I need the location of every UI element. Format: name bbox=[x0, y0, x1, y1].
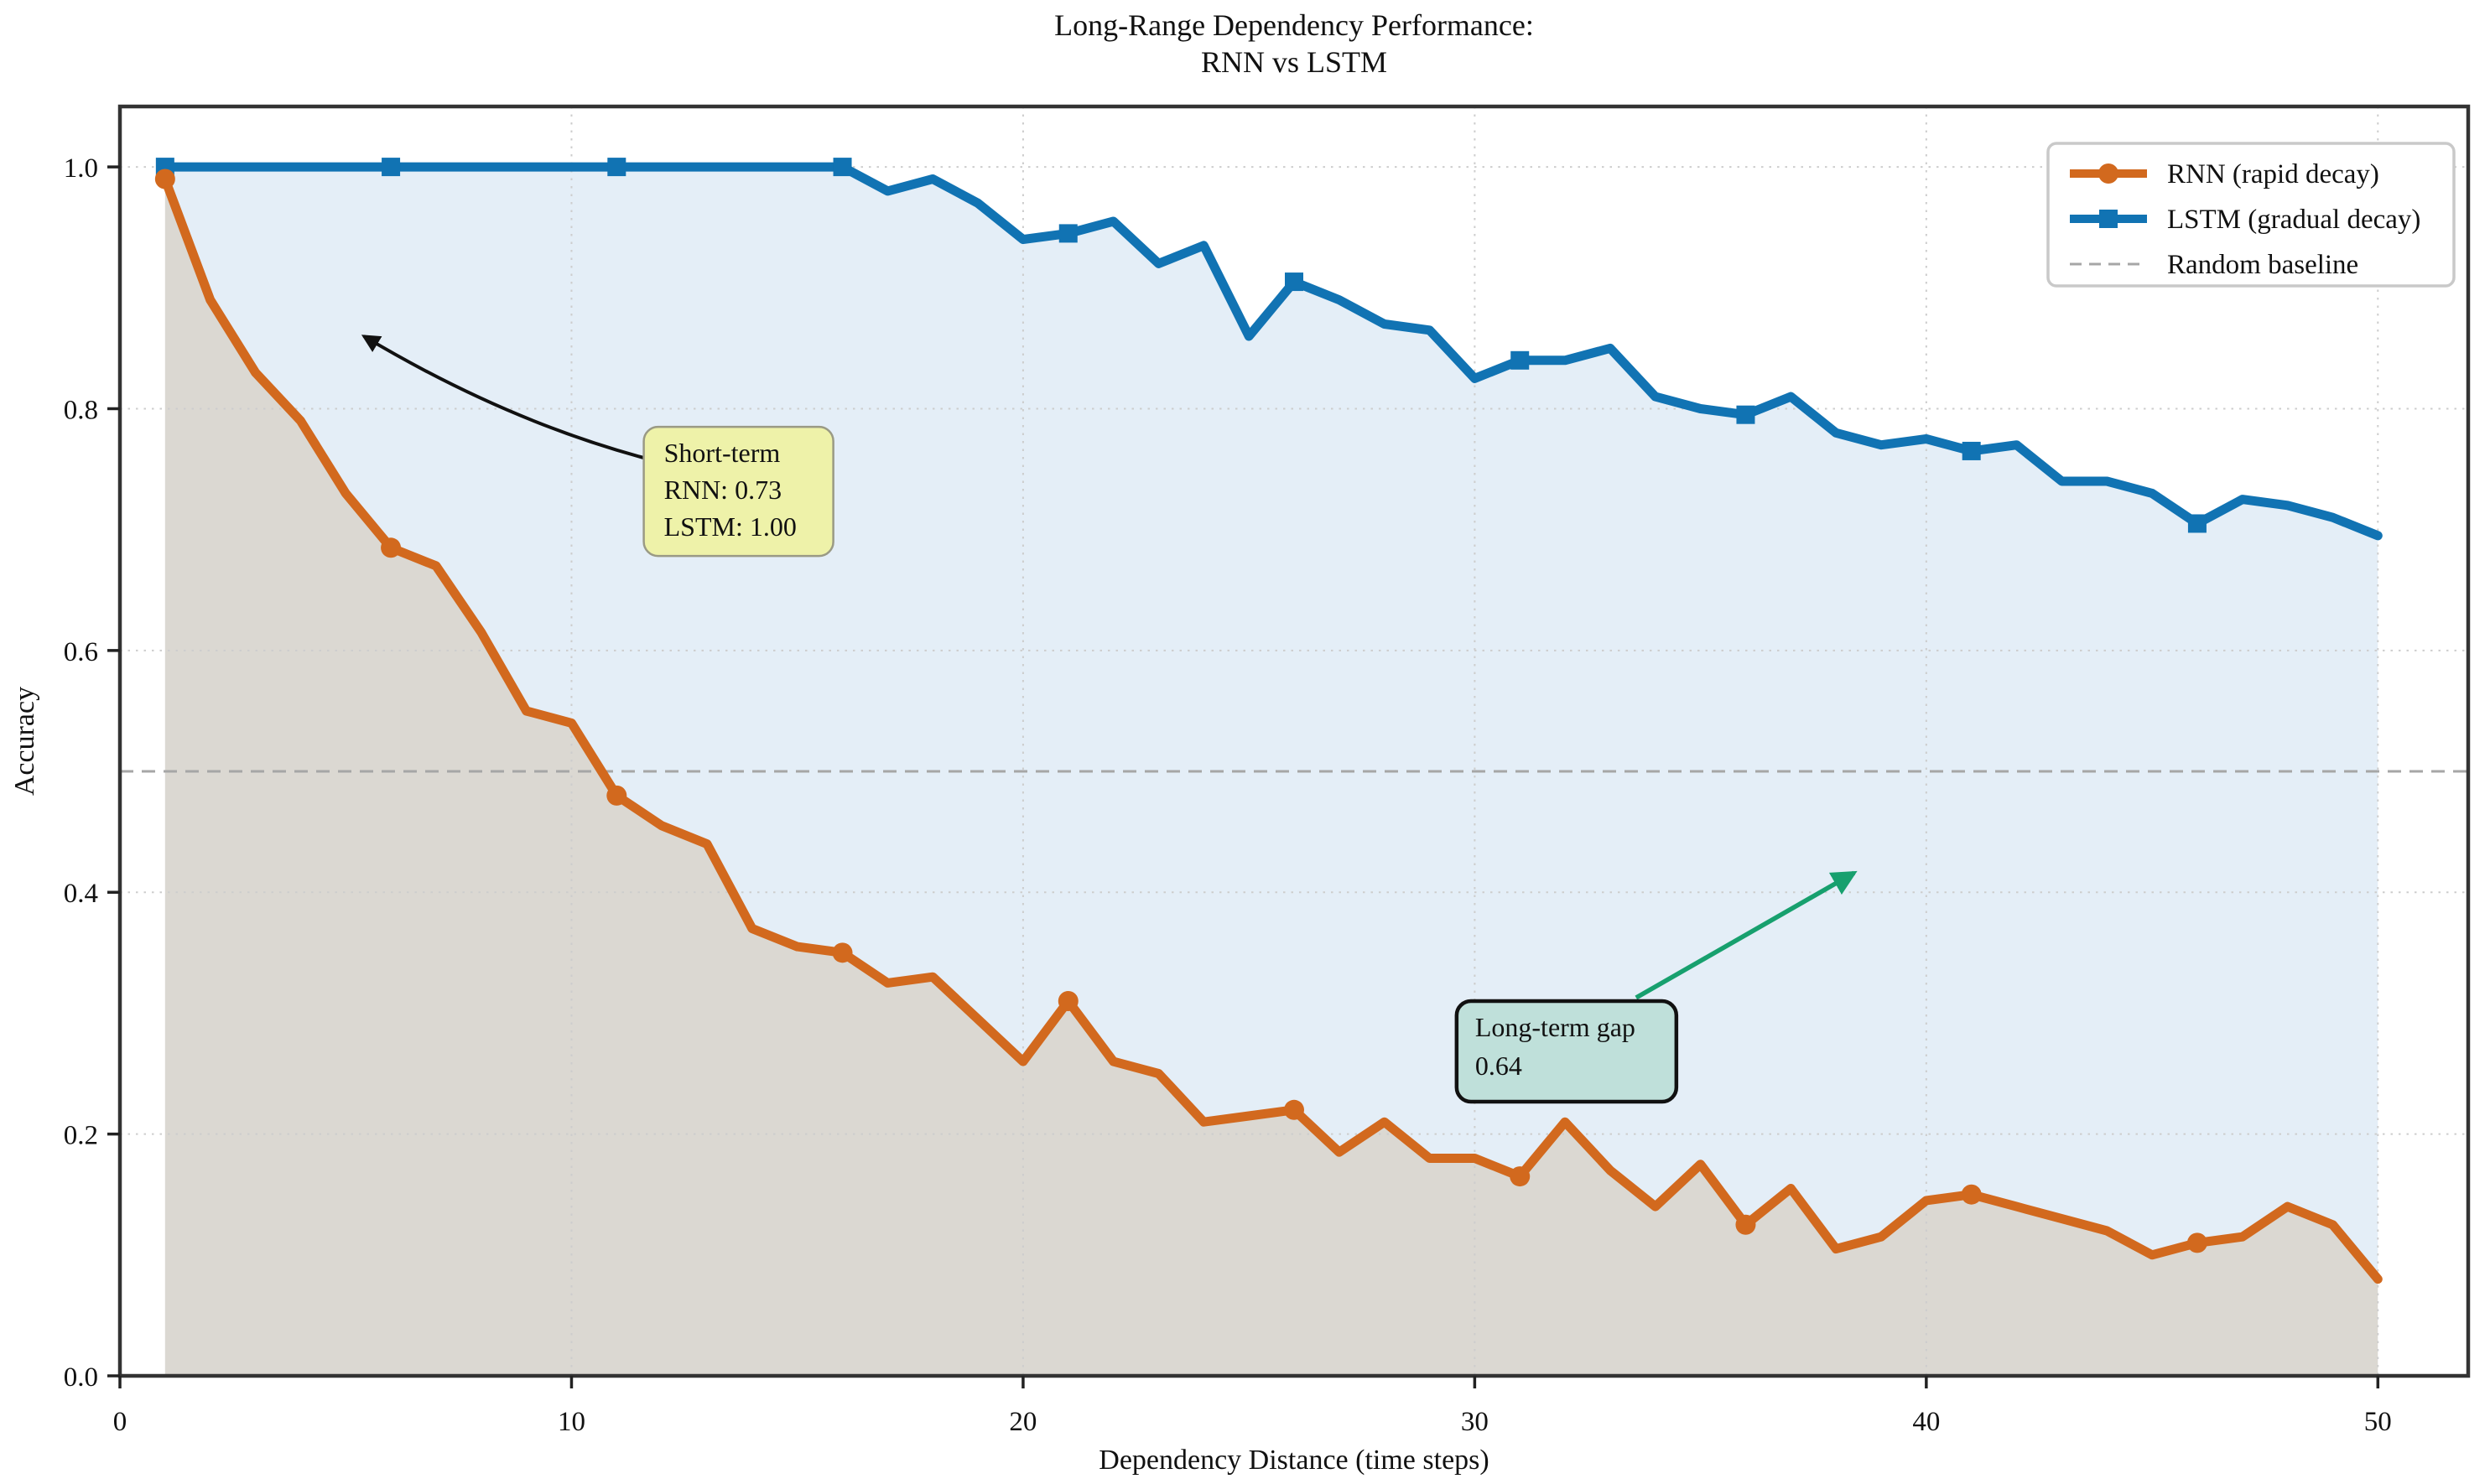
chart-title-line2: RNN vs LSTM bbox=[1201, 45, 1387, 79]
long-term-text-line: Long-term gap bbox=[1475, 1012, 1635, 1042]
y-tick-label: 1.0 bbox=[64, 153, 98, 184]
lstm-marker bbox=[607, 158, 626, 177]
short-term-text-line: LSTM: 1.00 bbox=[664, 511, 797, 542]
short-term-arrow bbox=[361, 335, 648, 461]
rnn-marker bbox=[1058, 991, 1079, 1012]
rnn-line bbox=[160, 174, 2383, 1284]
x-tick-label: 50 bbox=[2364, 1407, 2392, 1437]
rnn-marker bbox=[1961, 1184, 1982, 1205]
legend-square-marker-icon bbox=[2099, 210, 2118, 228]
lstm-line bbox=[160, 162, 2383, 541]
tick-labels: 0 10 20 30 40 50 0.0 0.2 0.4 0.6 0.8 1.0 bbox=[64, 153, 2392, 1437]
legend-item-rnn: RNN (rapid decay) bbox=[2070, 159, 2379, 189]
legend-item-lstm: LSTM (gradual decay) bbox=[2070, 205, 2420, 235]
series-lines bbox=[160, 162, 2383, 1284]
y-tick-label: 0.2 bbox=[64, 1121, 98, 1151]
lstm-marker bbox=[2187, 514, 2207, 533]
rnn-marker bbox=[1510, 1166, 1531, 1187]
x-tick-label: 30 bbox=[1461, 1407, 1489, 1437]
lstm-marker bbox=[1962, 441, 1981, 460]
legend-label: LSTM (gradual decay) bbox=[2167, 205, 2420, 235]
legend-label: Random baseline bbox=[2167, 250, 2358, 280]
y-tick-label: 0.8 bbox=[64, 395, 98, 425]
rnn-marker bbox=[1735, 1214, 1756, 1235]
fill-below-rnn bbox=[164, 179, 2378, 1376]
lstm-marker bbox=[833, 158, 852, 177]
legend-circle-marker-icon bbox=[2098, 163, 2118, 184]
lstm-marker bbox=[1058, 224, 1078, 243]
chart-title-line1: Long-Range Dependency Performance: bbox=[1054, 8, 1534, 42]
long-term-text-line: 0.64 bbox=[1475, 1051, 1522, 1081]
y-axis-label: Accuracy bbox=[9, 687, 40, 796]
long-term-box bbox=[1454, 999, 1679, 1104]
x-tick-label: 40 bbox=[1912, 1407, 1940, 1437]
rnn-marker bbox=[154, 169, 175, 189]
short-term-text-line: Short-term bbox=[664, 438, 781, 468]
short-term-box bbox=[642, 425, 834, 558]
long-term-arrow bbox=[1635, 870, 1858, 1000]
rnn-marker bbox=[381, 537, 402, 558]
x-axis-label: Dependency Distance (time steps) bbox=[1099, 1445, 1489, 1476]
lstm-marker bbox=[1510, 350, 1530, 370]
y-tick-label: 0.4 bbox=[64, 879, 98, 909]
x-tick-label: 10 bbox=[558, 1407, 585, 1437]
short-term-text-line: RNN: 0.73 bbox=[664, 475, 782, 505]
legend-box bbox=[2046, 142, 2456, 288]
x-tick-label: 20 bbox=[1009, 1407, 1037, 1437]
rnn-marker bbox=[1284, 1099, 1304, 1120]
legend-item-baseline: Random baseline bbox=[2070, 250, 2358, 280]
y-tick-label: 0.6 bbox=[64, 637, 98, 667]
rnn-marker bbox=[606, 785, 627, 806]
rnn-marker bbox=[832, 942, 853, 963]
x-tick-label: 0 bbox=[113, 1407, 127, 1437]
lstm-marker bbox=[382, 158, 401, 177]
y-tick-label: 0.0 bbox=[64, 1362, 98, 1393]
legend-label: RNN (rapid decay) bbox=[2167, 159, 2379, 189]
tick-marks bbox=[107, 165, 2380, 1388]
annotation-long-term: Long-term gap 0.64 bbox=[1454, 870, 1858, 1104]
lstm-marker bbox=[1736, 405, 1755, 424]
series-markers bbox=[154, 158, 2207, 1253]
annotation-short-term: Short-term RNN: 0.73 LSTM: 1.00 bbox=[361, 335, 834, 558]
legend: RNN (rapid decay) LSTM (gradual decay) Ran… bbox=[2046, 142, 2456, 288]
plot-border bbox=[117, 104, 2471, 1378]
lstm-marker bbox=[1285, 272, 1303, 292]
rnn-marker bbox=[2186, 1232, 2207, 1253]
